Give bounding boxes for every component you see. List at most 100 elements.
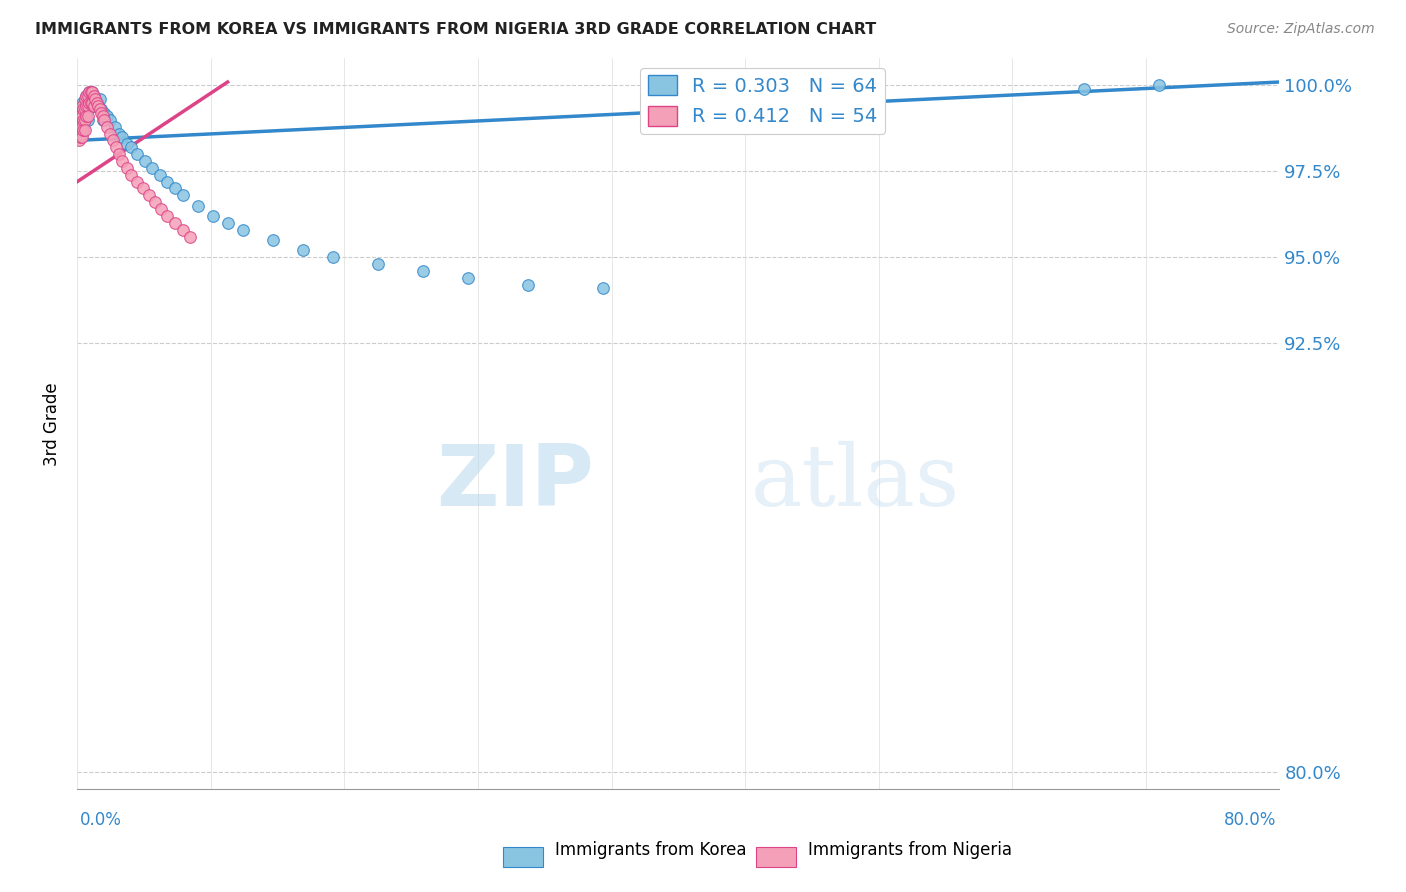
Point xyxy=(91,112,114,127)
Point xyxy=(79,95,101,110)
Point xyxy=(91,109,114,123)
Point xyxy=(67,109,90,123)
Legend: R = 0.303   N = 64, R = 0.412   N = 54: R = 0.303 N = 64, R = 0.412 N = 54 xyxy=(640,68,886,134)
Point xyxy=(76,88,98,103)
Point xyxy=(412,264,434,278)
Point xyxy=(76,92,98,106)
Point xyxy=(76,112,98,127)
Point xyxy=(82,95,104,110)
Point xyxy=(83,99,105,113)
Point xyxy=(156,175,179,189)
Text: atlas: atlas xyxy=(751,441,960,524)
Point xyxy=(127,147,149,161)
Point xyxy=(149,168,172,182)
Point xyxy=(73,103,96,117)
Text: ZIP: ZIP xyxy=(436,441,595,524)
Point xyxy=(517,277,540,292)
Point xyxy=(73,112,96,127)
Text: 80.0%: 80.0% xyxy=(1225,811,1277,829)
Point xyxy=(89,92,111,106)
Point xyxy=(67,133,90,147)
Point xyxy=(262,233,284,247)
Point xyxy=(105,140,128,154)
Point xyxy=(67,120,90,134)
Point xyxy=(70,95,93,110)
Point xyxy=(73,103,96,117)
Point xyxy=(73,92,96,106)
Point xyxy=(115,136,138,151)
Point xyxy=(134,153,156,168)
Point xyxy=(367,257,389,271)
Point xyxy=(72,103,94,117)
Point xyxy=(72,123,94,137)
Point xyxy=(172,222,194,236)
Point xyxy=(72,109,94,123)
Text: Source: ZipAtlas.com: Source: ZipAtlas.com xyxy=(1227,22,1375,37)
Point xyxy=(70,109,93,123)
Point xyxy=(70,116,93,130)
Text: Immigrants from Nigeria: Immigrants from Nigeria xyxy=(808,840,1012,858)
Point xyxy=(96,120,118,134)
Point xyxy=(100,112,122,127)
Point xyxy=(592,281,614,295)
Point xyxy=(89,103,111,117)
Point xyxy=(72,120,94,134)
Point xyxy=(1073,82,1095,96)
Point xyxy=(163,181,186,195)
Point xyxy=(84,92,107,106)
Point xyxy=(1149,78,1171,93)
Point xyxy=(86,95,108,110)
Point xyxy=(73,112,96,127)
Point xyxy=(108,127,131,141)
Point xyxy=(93,112,115,127)
Point xyxy=(76,109,98,123)
Point xyxy=(90,103,112,117)
Point xyxy=(70,120,93,134)
Point xyxy=(120,168,142,182)
Point xyxy=(120,140,142,154)
Point xyxy=(79,95,101,110)
Point xyxy=(69,123,91,137)
Point xyxy=(84,92,107,106)
Point xyxy=(70,99,93,113)
Point xyxy=(163,216,186,230)
Point xyxy=(322,250,344,264)
Point xyxy=(150,202,173,216)
Point xyxy=(76,103,98,117)
Point xyxy=(127,175,149,189)
Point xyxy=(111,130,134,145)
Point xyxy=(96,109,118,123)
Point xyxy=(72,112,94,127)
Point xyxy=(67,123,90,137)
Point xyxy=(69,130,91,145)
Point xyxy=(75,109,97,123)
Point xyxy=(100,127,122,141)
Point xyxy=(80,99,103,113)
Point xyxy=(138,188,160,202)
Point xyxy=(73,123,96,137)
Y-axis label: 3rd Grade: 3rd Grade xyxy=(44,382,62,466)
Point xyxy=(69,109,91,123)
Point xyxy=(69,120,91,134)
Point xyxy=(90,106,112,120)
Point xyxy=(79,85,101,99)
Point xyxy=(291,244,314,258)
Point xyxy=(75,99,97,113)
Point xyxy=(75,99,97,113)
Point xyxy=(70,130,93,145)
Point xyxy=(83,99,105,113)
Point xyxy=(111,153,134,168)
Point xyxy=(79,85,101,99)
Point xyxy=(145,195,167,210)
Point xyxy=(86,95,108,110)
Point xyxy=(76,99,98,113)
Point xyxy=(75,88,97,103)
Point xyxy=(87,99,110,113)
Point xyxy=(179,229,201,244)
Point xyxy=(69,112,91,127)
Point xyxy=(217,216,239,230)
Point xyxy=(82,85,104,99)
Point xyxy=(80,95,103,110)
Point xyxy=(80,88,103,103)
Point xyxy=(70,106,93,120)
